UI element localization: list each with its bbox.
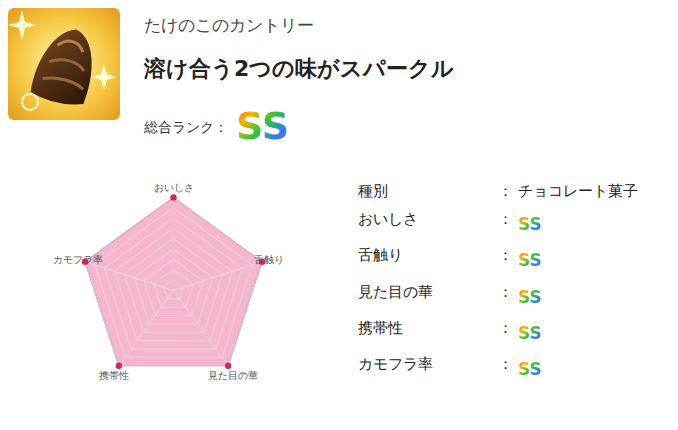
svg-text:見た目の華: 見た目の華 xyxy=(208,370,258,381)
html-text:： SS: ： SS xyxy=(498,246,542,270)
html-text:： SS: ： SS xyxy=(498,283,542,307)
html-text:： SS: ： SS xyxy=(498,319,542,343)
html-text:舌触り: 舌触り xyxy=(358,246,403,264)
html-text:溶け合う2つの味がスパークル: 溶け合う2つの味がスパークル xyxy=(144,56,455,81)
html-text:： チョコレート菓子: ： チョコレート菓子 xyxy=(498,182,638,200)
svg-text:舌触り: 舌触り xyxy=(254,254,284,265)
html-text:： SS: ： SS xyxy=(498,355,542,379)
html-text:見た目の華: 見た目の華 xyxy=(358,283,433,301)
svg-text:カモフラ率: カモフラ率 xyxy=(53,254,103,265)
html-text:種別: 種別 xyxy=(358,182,388,200)
html-text:カモフラ率: カモフラ率 xyxy=(358,355,433,373)
html-text:総合ランク：: 総合ランク： xyxy=(144,119,228,135)
svg-text:おいしさ: おいしさ xyxy=(154,182,194,193)
html-text:たけのこのカントリー: たけのこのカントリー xyxy=(144,15,314,35)
html-text:： SS: ： SS xyxy=(498,210,542,234)
html-text:SS: SS xyxy=(236,104,289,148)
svg-text:携帯性: 携帯性 xyxy=(99,370,129,381)
html-text:携帯性: 携帯性 xyxy=(358,319,403,337)
html-text:おいしさ: おいしさ xyxy=(358,210,418,228)
